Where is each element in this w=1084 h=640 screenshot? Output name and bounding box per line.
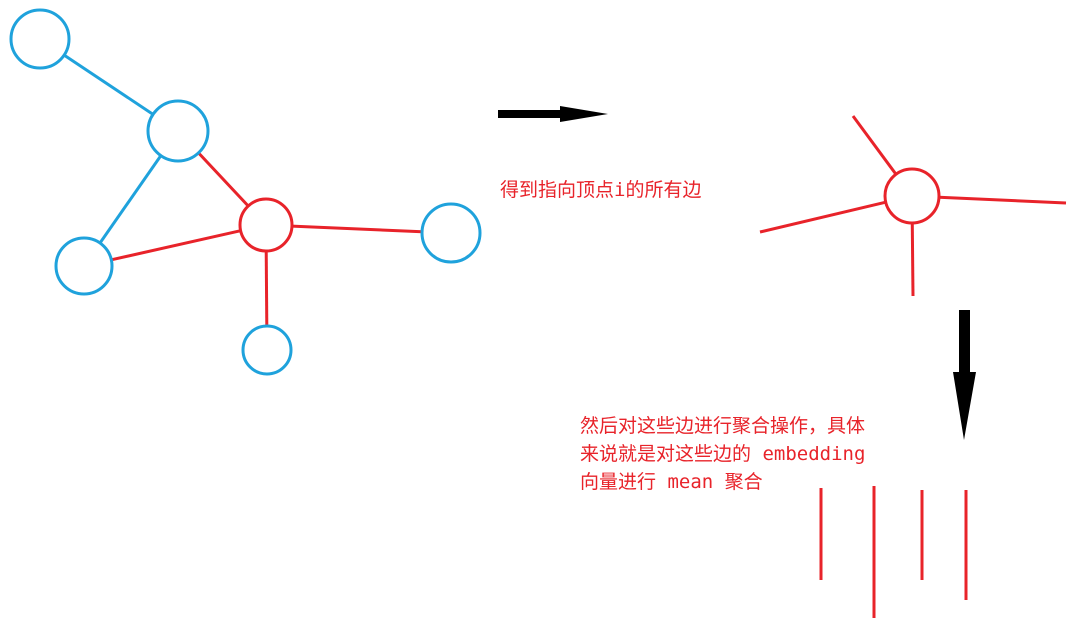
step2-caption-line: 然后对这些边进行聚合操作，具体 (580, 415, 866, 437)
graph-edge (63, 53, 154, 116)
edge-embedding-vectors (819, 486, 968, 618)
extracted-edge (938, 195, 1067, 205)
extracted-edges-star (759, 115, 1067, 297)
neighbor-node (9, 8, 71, 70)
graph-edge (98, 154, 163, 244)
incoming-edge (110, 229, 241, 262)
step2-caption: 然后对这些边进行聚合操作，具体 来说就是对这些边的 embedding 向量进行 m… (580, 412, 865, 496)
graph-edges (63, 53, 423, 327)
center-node-i (883, 167, 941, 225)
neighbor-node (241, 324, 293, 376)
down-arrow (953, 310, 976, 440)
extracted-edge (759, 200, 887, 234)
step2-caption-line: 向量进行 mean 聚合 (580, 471, 763, 493)
right-arrow (498, 106, 608, 122)
neighbor-node (54, 236, 114, 296)
flow-arrows (498, 106, 976, 440)
center-node-i (238, 197, 294, 253)
incoming-edge (291, 224, 423, 234)
neighbor-node (420, 202, 482, 264)
incoming-edge (264, 250, 269, 327)
extracted-edge (851, 115, 898, 176)
graph-nodes (9, 8, 482, 376)
extracted-edge (910, 222, 915, 297)
step2-caption-line: 来说就是对这些边的 embedding (580, 443, 866, 465)
incoming-edge (197, 151, 250, 208)
step1-caption: 得到指向顶点i的所有边 (500, 179, 702, 201)
neighbor-node (146, 99, 210, 163)
